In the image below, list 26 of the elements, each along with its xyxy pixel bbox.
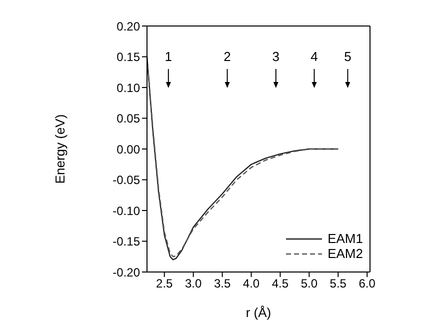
- x-tick-label: 4.5: [272, 276, 289, 291]
- x-tick-label: 2.5: [156, 276, 174, 291]
- x-tick-label: 5.0: [300, 276, 318, 291]
- legend-label: EAM1: [328, 231, 363, 246]
- annotation: 3: [272, 49, 280, 64]
- x-tick-label: 4.0: [242, 276, 260, 291]
- y-tick-label: -0.20: [112, 265, 140, 280]
- x-tick-label: 5.5: [330, 276, 347, 291]
- y-tick-label: 0.15: [116, 50, 140, 64]
- legend-label: EAM2: [328, 246, 363, 261]
- y-tick-label: -0.10: [112, 204, 140, 218]
- annotation: 1: [164, 49, 172, 64]
- y-tick-label: 0.00: [116, 142, 140, 156]
- y-tick-label: 0.05: [116, 112, 140, 126]
- y-tick-label: -0.05: [112, 173, 140, 188]
- annotation: 5: [344, 49, 352, 64]
- x-axis-title: r (Å): [246, 305, 272, 320]
- annotation: 2: [224, 49, 231, 64]
- y-tick-label: 0.20: [116, 19, 140, 34]
- y-tick-label: 0.10: [116, 80, 140, 95]
- annotation: 4: [310, 49, 318, 64]
- y-tick-label: -0.15: [112, 234, 140, 249]
- x-tick-label: 3.5: [214, 276, 231, 291]
- y-axis-title: Energy (eV): [52, 114, 68, 184]
- x-tick-label: 6.0: [358, 276, 376, 291]
- x-tick-label: 3.0: [184, 276, 202, 291]
